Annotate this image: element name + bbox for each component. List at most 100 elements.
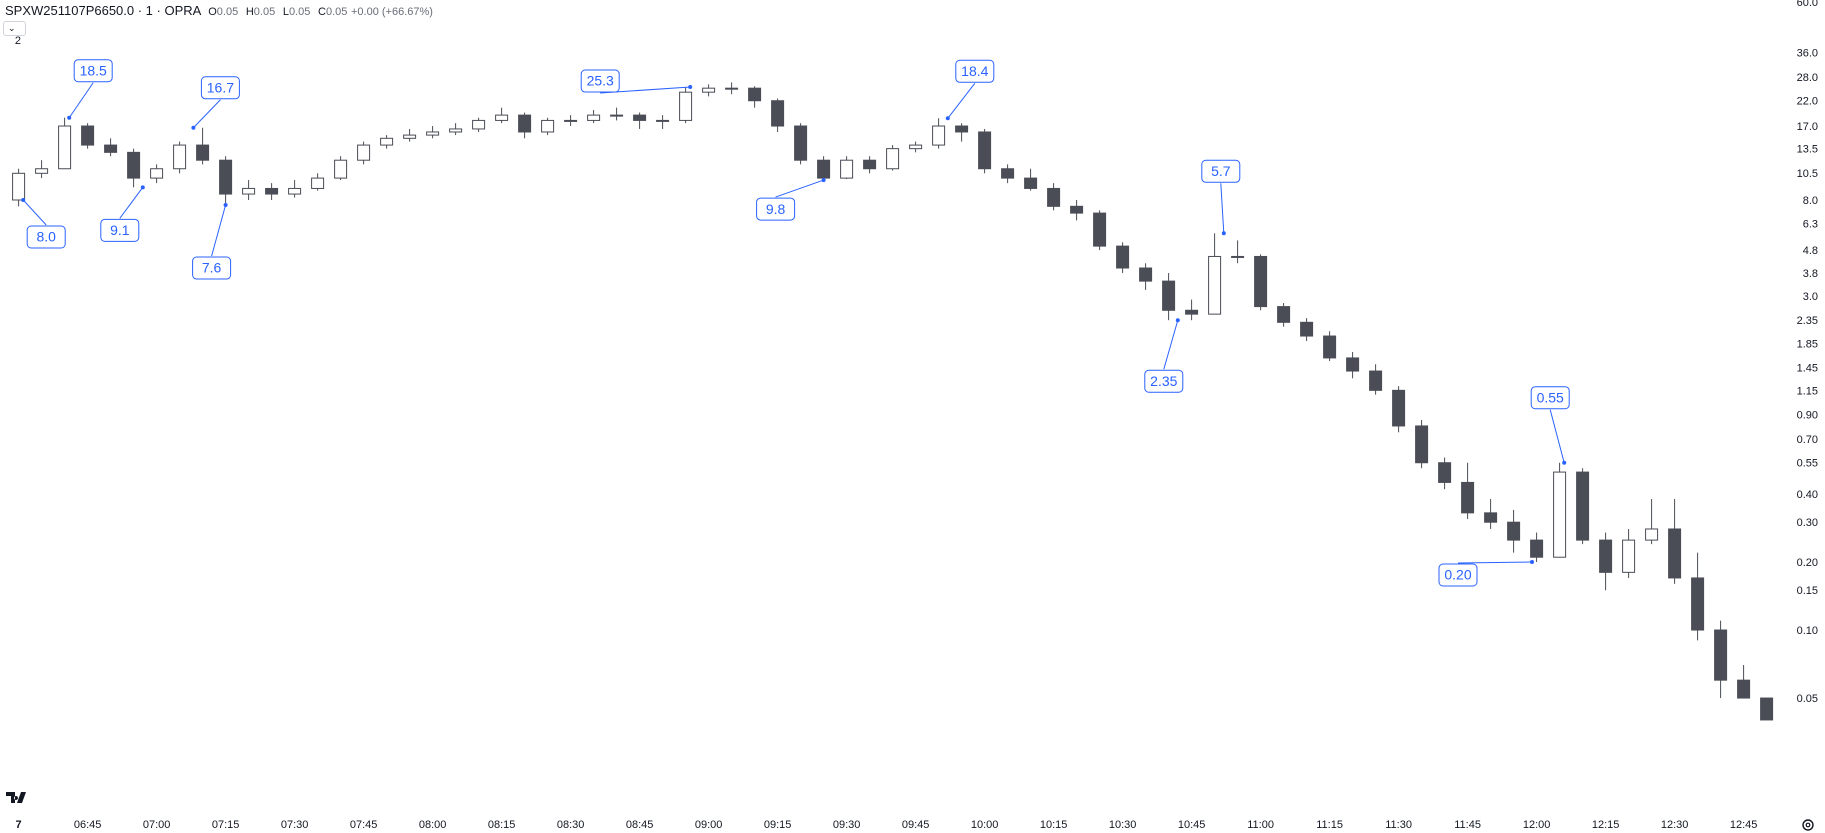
x-tick-label: 10:45: [1178, 819, 1206, 831]
candle: [1691, 552, 1705, 641]
gear[interactable]: [1802, 819, 1814, 831]
candle-body: [403, 134, 417, 139]
annotation-point: [945, 116, 950, 121]
legend-header: SPXW251107P6650.0 · 1 · OPRA O0.05 H0.05…: [5, 3, 433, 18]
annotation-point: [821, 178, 826, 183]
price-annotation: 18.4: [945, 59, 995, 121]
y-tick-label: 1.85: [1797, 339, 1818, 351]
y-tick-label: 28.0: [1797, 72, 1818, 84]
candle: [909, 141, 923, 153]
candle-body: [1116, 245, 1130, 269]
candle: [1392, 386, 1406, 433]
y-tick-label: 4.8: [1803, 245, 1818, 257]
candle-body: [1622, 539, 1636, 573]
candle: [380, 135, 394, 149]
price-annotation: 16.7: [191, 76, 240, 130]
candle: [357, 141, 371, 165]
candle: [1070, 199, 1084, 221]
candle-body: [1576, 471, 1590, 541]
candle: [1599, 532, 1613, 591]
candle: [311, 173, 325, 191]
candle: [725, 82, 739, 95]
candle-body: [1553, 471, 1567, 558]
annotation-box: [73, 59, 113, 83]
gear-center[interactable]: [1805, 822, 1811, 828]
candle: [12, 168, 26, 207]
candle: [1760, 697, 1774, 721]
symbol: SPXW251107P6650.0 · 1 · OPRA: [5, 3, 201, 18]
annotation-box: [200, 76, 240, 100]
candle: [1622, 528, 1636, 578]
candle-body: [288, 187, 302, 195]
price-annotation: 5.7: [1201, 159, 1241, 236]
candle: [449, 123, 463, 136]
candle: [1116, 242, 1130, 274]
candle: [817, 156, 831, 181]
ohlc-value: 0.05: [216, 6, 239, 18]
candle: [1254, 254, 1268, 311]
candle-body: [1346, 357, 1360, 372]
candle: [955, 123, 969, 142]
candle-body: [1484, 512, 1498, 523]
indicator-count[interactable]: 2: [14, 35, 21, 47]
candle-body: [886, 148, 900, 170]
candle: [1047, 183, 1061, 211]
candle-body: [1070, 205, 1084, 214]
candle-body: [1645, 528, 1659, 541]
candle: [196, 127, 210, 165]
price-annotation: 9.8: [756, 178, 826, 221]
candle: [219, 156, 233, 206]
candle-body: [1139, 267, 1153, 282]
candle-body: [1737, 679, 1751, 699]
x-tick-label: 11:30: [1385, 819, 1412, 831]
candle-body: [426, 131, 440, 136]
x-tick-label: 07:45: [350, 819, 378, 831]
x-tick-label: 11:45: [1454, 819, 1481, 831]
candle-body: [1277, 306, 1291, 323]
y-tick-label: 0.70: [1797, 434, 1818, 446]
x-tick-label: 09:15: [764, 819, 792, 831]
candle: [1093, 210, 1107, 251]
candle: [1300, 318, 1314, 342]
annotation-box: [1530, 386, 1570, 410]
price-annotation: 25.3: [580, 69, 693, 94]
annotation-label: 5.7: [1211, 163, 1231, 179]
candle-body: [219, 159, 233, 195]
chevron[interactable]: ⌄: [8, 23, 16, 33]
annotation-box: [26, 225, 66, 249]
candle-body: [104, 144, 118, 153]
annotation-box: [955, 59, 995, 83]
y-tick-label: 0.40: [1797, 489, 1818, 501]
price-annotation: 0.20: [1438, 560, 1534, 587]
annotation-label: 0.55: [1537, 389, 1564, 405]
y-tick-label: 3.8: [1803, 268, 1818, 280]
x-tick-label: 08:15: [488, 819, 516, 831]
candle-body: [978, 131, 992, 170]
candle-body: [173, 144, 187, 170]
candle-body: [127, 151, 141, 179]
candle: [472, 117, 486, 132]
candle-body: [564, 119, 578, 122]
price-annotation: 8.0: [21, 197, 66, 249]
candle-body: [12, 172, 26, 201]
settings-icon[interactable]: [1802, 819, 1814, 831]
price-annotation: 2.35: [1144, 318, 1184, 393]
candle: [1139, 263, 1153, 290]
annotation-box: [580, 69, 620, 93]
candle: [495, 107, 509, 124]
ohlc-value: 0.05: [288, 6, 311, 18]
candle-body: [472, 119, 486, 130]
candle-body: [1162, 280, 1176, 311]
candle: [1461, 462, 1475, 519]
candle: [288, 180, 302, 198]
annotation-label: 18.4: [961, 63, 988, 79]
candle-body: [610, 114, 624, 117]
candle-body: [196, 144, 210, 161]
y-tick-label: 0.30: [1797, 517, 1818, 529]
candle: [403, 128, 417, 142]
candle: [863, 156, 877, 174]
candle: [1346, 351, 1360, 379]
annotation-leader: [1163, 320, 1179, 370]
annotation-leader: [193, 99, 221, 129]
indicator-toggle[interactable]: ⌄ 2: [3, 21, 26, 47]
